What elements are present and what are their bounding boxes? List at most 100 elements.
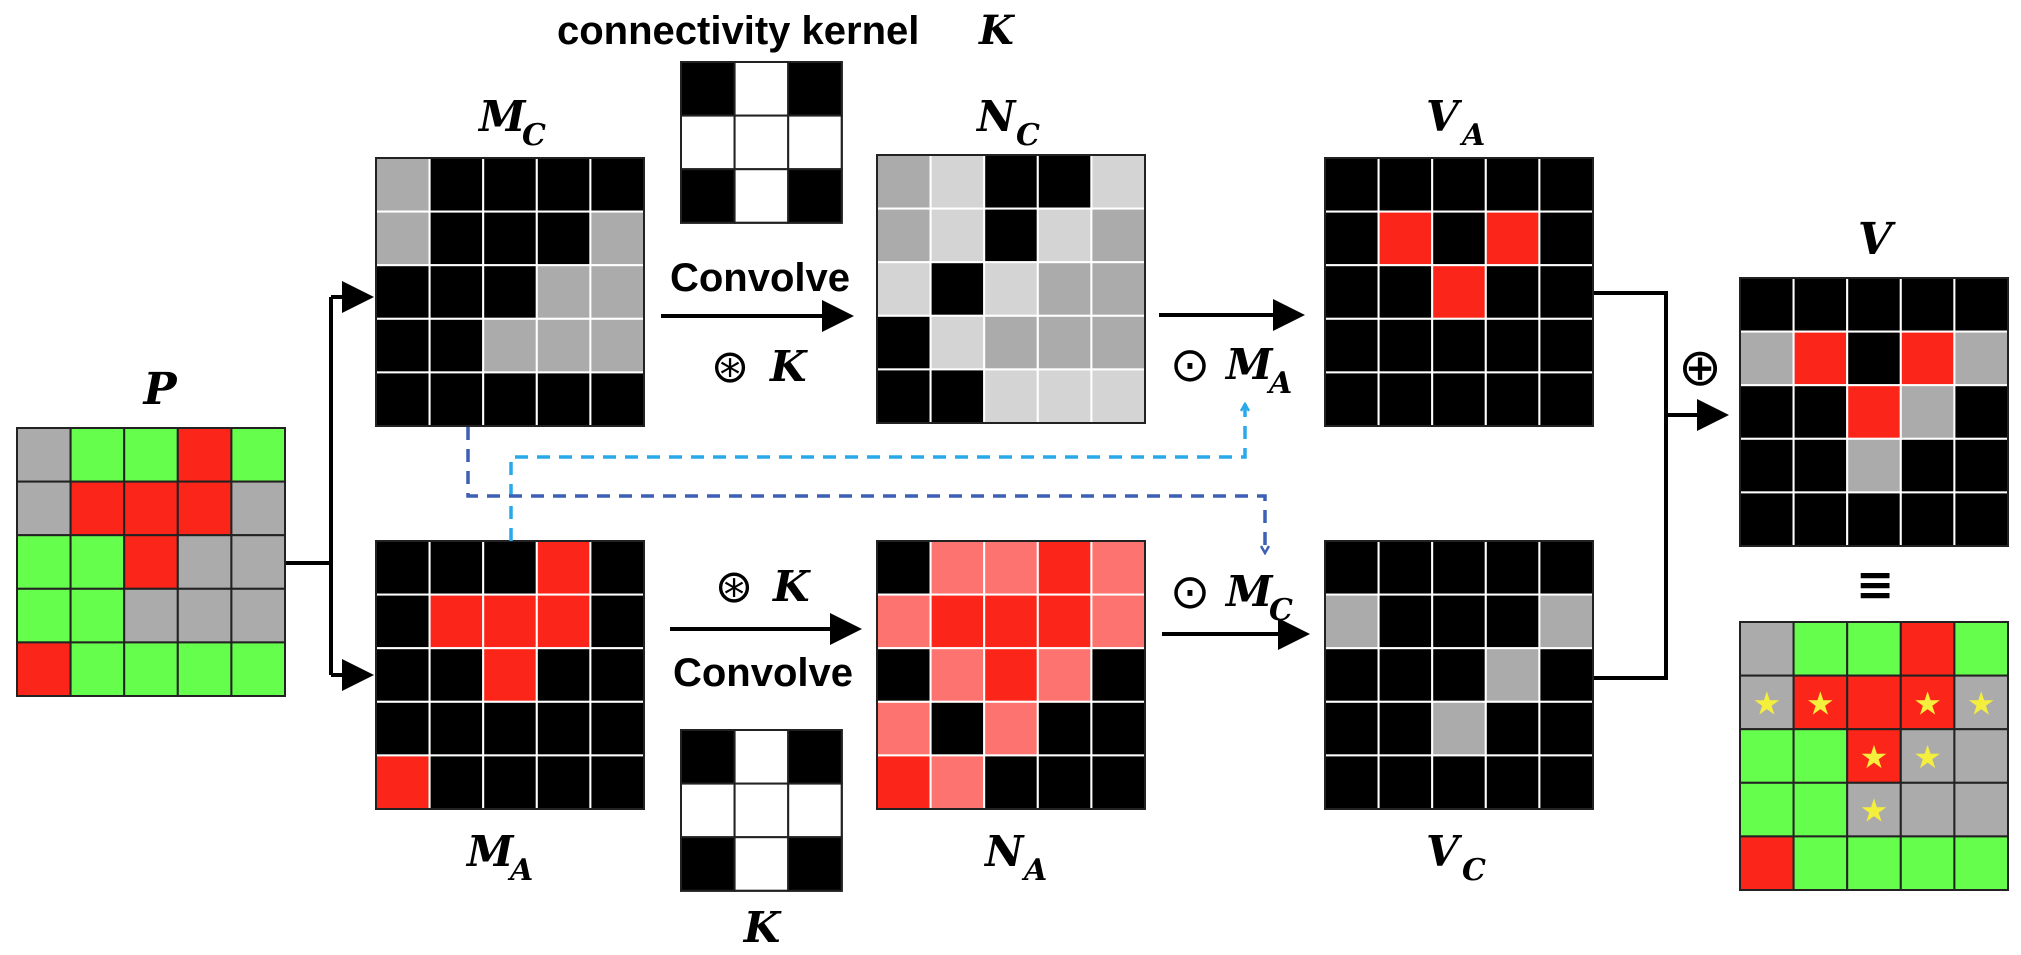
grid-cell xyxy=(1090,368,1147,424)
grid-cell xyxy=(876,261,932,317)
grid-MC xyxy=(375,157,646,427)
grid-cell xyxy=(375,264,431,320)
grid-cell xyxy=(1953,728,2010,784)
grid-cell xyxy=(589,317,646,374)
svg-text:V: V xyxy=(1426,92,1463,141)
grid-cell xyxy=(1846,835,1902,892)
grid-cell xyxy=(1792,835,1849,892)
star-icon: ★ xyxy=(1913,738,1942,776)
grid-cell xyxy=(876,593,932,650)
conv-op-top: ⊛ K xyxy=(711,339,808,393)
grid-cell xyxy=(535,264,592,320)
star-icon: ★ xyxy=(1913,684,1942,722)
grid-cell xyxy=(983,540,1039,596)
kernel-title-var: K xyxy=(978,7,1016,54)
convolve-label-bottom: Convolve xyxy=(673,651,853,695)
grid-cell xyxy=(535,317,592,374)
grid-cell xyxy=(1377,647,1434,703)
grid-cell xyxy=(983,593,1039,650)
grid-cell xyxy=(176,641,233,698)
grid-cell xyxy=(589,371,646,427)
grid-cell xyxy=(680,836,736,892)
grid-cell xyxy=(1484,157,1541,213)
grid-cell xyxy=(983,754,1039,811)
grid-cell xyxy=(428,540,485,596)
grid-cell xyxy=(16,480,72,537)
grid-cell xyxy=(1036,593,1093,650)
dashed-arrow-MC-to-VC xyxy=(466,427,1265,553)
grid-cell xyxy=(428,754,485,811)
grid-cell xyxy=(482,264,538,320)
grid-cell xyxy=(1538,317,1595,374)
grid-cell xyxy=(230,480,286,537)
grid-cell xyxy=(787,836,843,892)
grid-kernel-top xyxy=(680,61,843,224)
grid-cell xyxy=(1538,700,1595,757)
grid-cell xyxy=(680,114,736,171)
grid-frame xyxy=(1739,277,2009,547)
grid-cell xyxy=(876,314,932,371)
grid-cell xyxy=(787,168,843,224)
grid-cell xyxy=(1739,835,1795,892)
grid-cell xyxy=(123,534,179,590)
grid-cell xyxy=(123,480,179,537)
grid-cell xyxy=(230,534,286,590)
grid-cell xyxy=(535,210,592,267)
equivalence-icon: ≡ xyxy=(1856,557,1895,611)
grid-cell xyxy=(16,427,72,483)
grid-cell xyxy=(929,754,986,811)
grid-cell xyxy=(1036,154,1093,210)
grid-cell xyxy=(535,754,592,811)
grid-cell xyxy=(535,157,592,213)
grid-cell xyxy=(1377,210,1434,267)
grid-cell xyxy=(1090,593,1147,650)
grid-cell xyxy=(787,729,843,785)
grid-cell xyxy=(1431,593,1487,650)
svg-text:N: N xyxy=(983,827,1025,876)
grid-cell xyxy=(176,534,233,590)
grid-frame xyxy=(876,540,1146,810)
grid-cell xyxy=(69,534,126,590)
grid-cell xyxy=(1431,647,1487,703)
label-VC: V C xyxy=(1426,827,1486,888)
solid-connectors xyxy=(286,281,1729,691)
grid-cell xyxy=(230,587,286,644)
grid-cell xyxy=(1324,264,1380,320)
grid-cell xyxy=(589,210,646,267)
grid-cell xyxy=(787,61,843,117)
grid-cell xyxy=(69,587,126,644)
grid-cell xyxy=(1036,754,1093,811)
grid-cell xyxy=(1792,491,1849,547)
grid-cell xyxy=(1899,437,1956,494)
grid-cell xyxy=(929,700,986,757)
grid-cell xyxy=(482,157,538,213)
grid-cell xyxy=(1484,700,1541,757)
grid-cell xyxy=(876,207,932,264)
grid-cell xyxy=(733,782,790,839)
grid-cell xyxy=(1953,384,2010,440)
svg-text:V: V xyxy=(1426,827,1463,876)
grid-cell xyxy=(123,427,179,483)
star-icon: ★ xyxy=(1860,792,1889,830)
grid-cell xyxy=(1739,491,1795,547)
grid-cell xyxy=(733,729,790,785)
hadamard-MC: ⊙ M C xyxy=(1170,564,1293,628)
grid-cell xyxy=(375,647,431,703)
grid-cell xyxy=(1036,647,1093,703)
svg-text:C: C xyxy=(1016,118,1040,153)
svg-text:C: C xyxy=(1269,593,1293,628)
grid-cell xyxy=(1324,371,1380,427)
svg-text:A: A xyxy=(507,853,533,888)
grid-cell xyxy=(680,61,736,117)
grid-cell xyxy=(680,168,736,224)
grid-VA xyxy=(1324,157,1595,427)
label-VA: V A xyxy=(1426,92,1485,153)
dashed-connectors xyxy=(466,404,1265,553)
grid-VC xyxy=(1324,540,1595,811)
grid-cell xyxy=(1739,781,1795,838)
grid-cell xyxy=(1792,384,1849,440)
grid-cell xyxy=(1036,368,1093,424)
grid-cell xyxy=(16,587,72,644)
grid-frame xyxy=(1739,621,2009,891)
grid-cell xyxy=(1538,593,1595,650)
